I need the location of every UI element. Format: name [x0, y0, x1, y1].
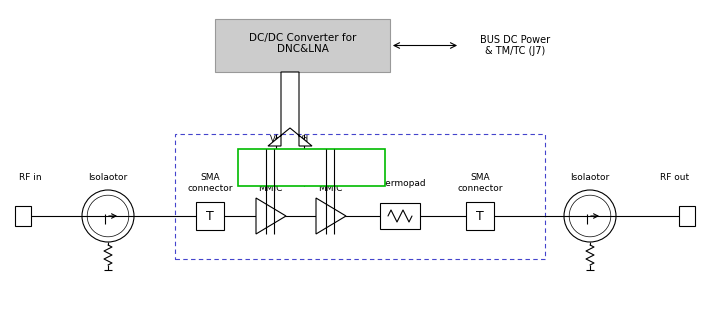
Bar: [679, 206, 695, 226]
Text: RF in: RF in: [18, 173, 41, 182]
Text: Vd: Vd: [298, 135, 310, 145]
Text: T: T: [476, 210, 484, 223]
Bar: [175, 134, 545, 259]
Text: RF out: RF out: [660, 173, 689, 182]
Text: T: T: [206, 210, 214, 223]
Text: LNA
MMIC: LNA MMIC: [318, 173, 342, 193]
Polygon shape: [268, 72, 312, 146]
Bar: [215, 19, 390, 72]
Polygon shape: [316, 198, 346, 234]
Bar: [466, 202, 494, 230]
Bar: [15, 206, 31, 226]
Polygon shape: [256, 198, 286, 234]
Text: Isolaоtor: Isolaоtor: [88, 173, 128, 182]
Text: LNA Bias Board: LNA Bias Board: [271, 163, 351, 172]
Bar: [380, 203, 420, 229]
Text: DC/DC Converter for
DNC&LNA: DC/DC Converter for DNC&LNA: [248, 33, 356, 54]
Text: Vg: Vg: [271, 135, 282, 145]
Text: BUS DC Power
& TM/TC (J7): BUS DC Power & TM/TC (J7): [480, 35, 550, 56]
Text: SMA
connector: SMA connector: [187, 173, 233, 193]
Text: Isolaоtor: Isolaоtor: [570, 173, 610, 182]
Bar: [196, 202, 224, 230]
Text: SMA
connector: SMA connector: [457, 173, 503, 193]
Bar: [238, 149, 385, 186]
Text: LNA
MMIC: LNA MMIC: [258, 173, 282, 193]
Text: Thermopad: Thermopad: [374, 179, 426, 188]
